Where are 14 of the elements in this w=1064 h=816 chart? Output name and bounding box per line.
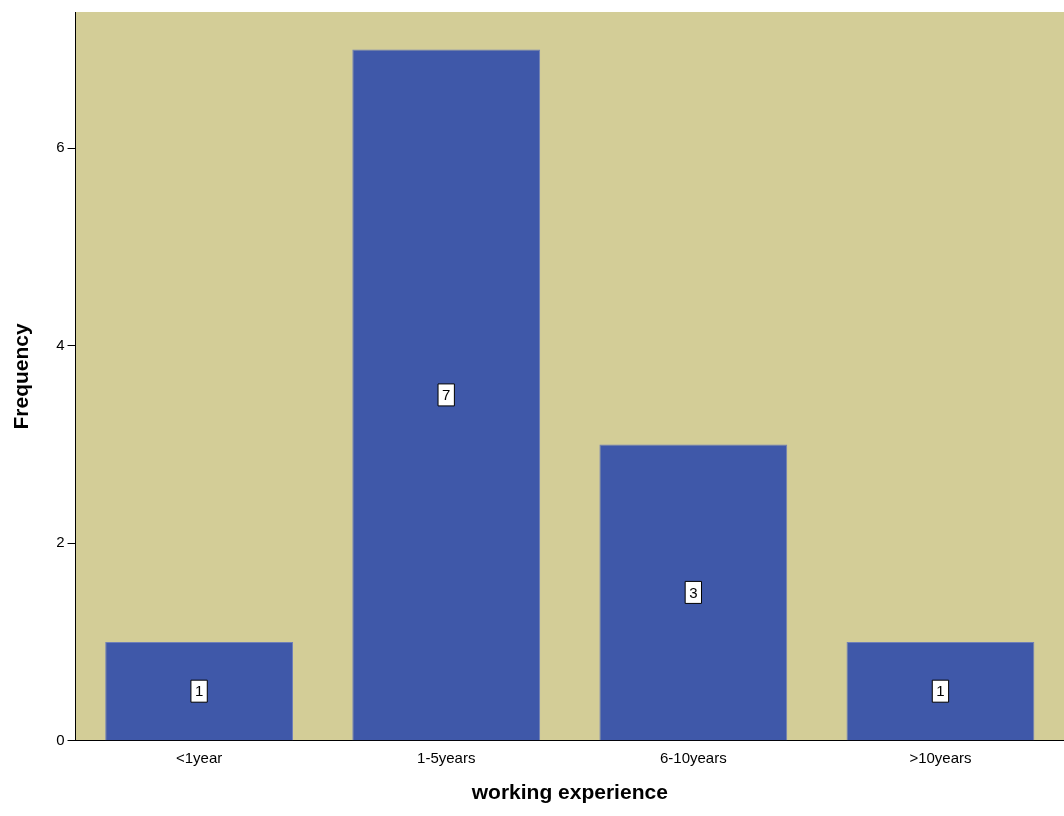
x-tick-label: >10years <box>909 748 972 766</box>
y-axis-title: Frequency <box>9 322 33 430</box>
x-tick-label: 1-5years <box>417 748 476 766</box>
y-tick-label: 0 <box>56 730 65 748</box>
x-tick-label: 6-10years <box>659 748 727 766</box>
y-tick-label: 2 <box>56 533 65 551</box>
y-tick-label: 4 <box>56 335 65 353</box>
x-axis-title: working experience <box>470 780 668 804</box>
data-label: 1 <box>194 682 204 700</box>
data-label: 7 <box>442 386 451 404</box>
y-tick-label: 6 <box>56 138 65 156</box>
data-label: 3 <box>689 583 698 601</box>
data-label: 1 <box>936 682 945 700</box>
x-tick-label: <1year <box>175 748 223 766</box>
